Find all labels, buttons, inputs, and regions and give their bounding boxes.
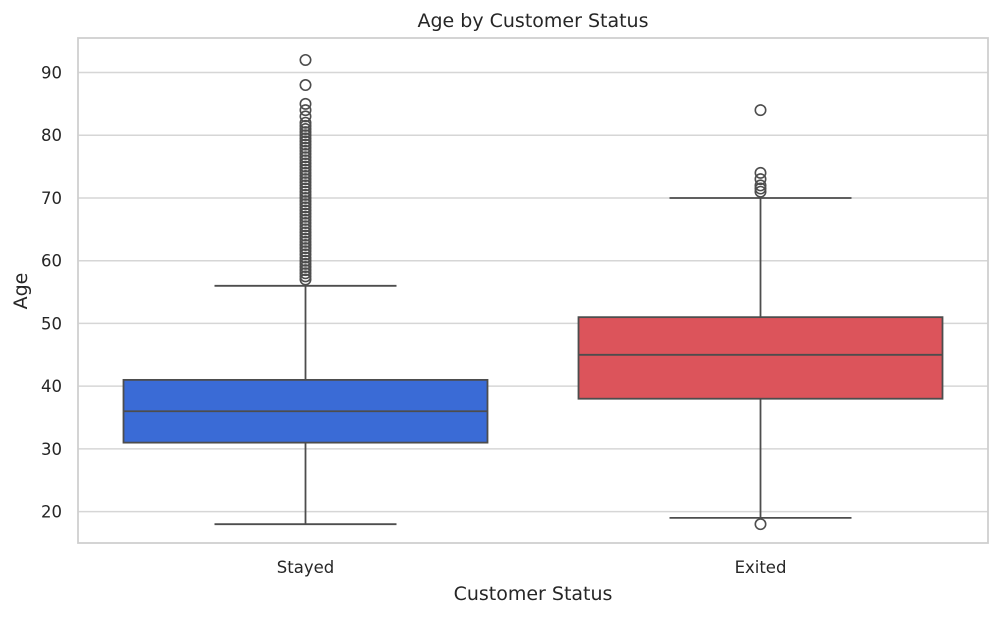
stayed-outlier-point	[299, 191, 312, 204]
stayed-outlier-point	[299, 116, 312, 129]
stayed-outlier-point	[299, 229, 312, 242]
stayed-outlier-point	[299, 223, 312, 236]
y-tick-label: 20	[41, 503, 62, 522]
stayed-outlier-point	[299, 226, 312, 239]
stayed-outlier-point	[299, 148, 312, 161]
stayed-outlier-point	[299, 260, 312, 273]
plot-frame	[77, 37, 989, 544]
stayed-outlier-point	[299, 135, 312, 148]
stayed-outlier-point	[299, 251, 312, 264]
stayed-outlier-point	[299, 151, 312, 164]
y-tick-label: 40	[41, 377, 62, 396]
stayed-outlier-point	[299, 242, 312, 255]
stayed-outlier-point	[299, 126, 312, 139]
chart-title: Age by Customer Status	[417, 10, 648, 32]
exited-outlier-point	[754, 166, 767, 179]
exited-iqr-box	[577, 316, 944, 400]
stayed-outlier-point	[299, 257, 312, 270]
x-tick-label-exited: Exited	[735, 558, 787, 577]
stayed-outlier-point	[299, 188, 312, 201]
stayed-outlier-point	[299, 207, 312, 220]
x-tick-label-stayed: Stayed	[277, 558, 334, 577]
exited-outlier-point	[754, 179, 767, 192]
stayed-outlier-point	[299, 195, 312, 208]
stayed-outlier-point	[299, 132, 312, 145]
y-tick-labels: 20 30 40 50 60 70 80 90	[41, 64, 62, 522]
stayed-outlier-point	[299, 173, 312, 186]
stayed-outlier-point	[299, 273, 312, 286]
stayed-outlier-point	[299, 198, 312, 211]
y-tick-label: 70	[41, 189, 62, 208]
stayed-outlier-point	[299, 104, 312, 117]
stayed-outlier-point	[299, 235, 312, 248]
stayed-outlier-point	[299, 138, 312, 151]
y-tick-label: 50	[41, 314, 62, 333]
stayed-outlier-point	[299, 110, 312, 123]
grid-lines	[78, 71, 988, 513]
stayed-outlier-point	[299, 245, 312, 258]
x-axis-label: Customer Status	[454, 583, 613, 605]
y-tick-label: 90	[41, 64, 62, 83]
exited-outlier-point	[754, 182, 767, 195]
stayed-outlier-point	[299, 163, 312, 176]
y-tick-label: 30	[41, 440, 62, 459]
exited-outlier-point	[754, 173, 767, 186]
stayed-outlier-point	[299, 239, 312, 252]
x-tick-labels: Stayed Exited	[277, 558, 787, 577]
boxes	[122, 53, 944, 531]
y-tick-label: 80	[41, 126, 62, 145]
stayed-outlier-point	[299, 79, 312, 92]
stayed-outlier-point	[299, 210, 312, 223]
stayed-outlier-point	[299, 267, 312, 280]
stayed-outlier-point	[299, 157, 312, 170]
stayed-outlier-point	[299, 254, 312, 267]
stayed-outlier-point	[299, 182, 312, 195]
stayed-outlier-point	[299, 213, 312, 226]
stayed-outlier-point	[299, 141, 312, 154]
stayed-outlier-point	[299, 201, 312, 214]
stayed-outlier-point	[299, 160, 312, 173]
box-group-stayed	[122, 53, 489, 526]
y-tick-label: 60	[41, 252, 62, 271]
exited-outlier-point	[754, 185, 767, 198]
stayed-outlier-point	[299, 176, 312, 189]
y-axis-label: Age	[10, 273, 32, 310]
stayed-outlier-point	[299, 270, 312, 283]
stayed-outlier-point	[299, 97, 312, 110]
stayed-outlier-point	[299, 122, 312, 135]
stayed-outlier-point	[299, 119, 312, 132]
stayed-outlier-point	[299, 144, 312, 157]
stayed-outlier-point	[299, 166, 312, 179]
stayed-outlier-point	[299, 170, 312, 183]
stayed-outlier-point	[299, 204, 312, 217]
stayed-outlier-point	[299, 248, 312, 261]
stayed-outlier-point	[299, 154, 312, 167]
stayed-outlier-point	[299, 185, 312, 198]
stayed-outlier-point	[299, 264, 312, 277]
stayed-outlier-point	[299, 53, 312, 66]
exited-outlier-point	[754, 518, 767, 531]
stayed-outlier-point	[299, 179, 312, 192]
exited-outlier-point	[754, 104, 767, 117]
box-group-exited	[577, 104, 944, 531]
stayed-outlier-point	[299, 217, 312, 230]
stayed-outlier-point	[299, 220, 312, 233]
stayed-outlier-point	[299, 232, 312, 245]
stayed-outlier-point	[299, 129, 312, 142]
